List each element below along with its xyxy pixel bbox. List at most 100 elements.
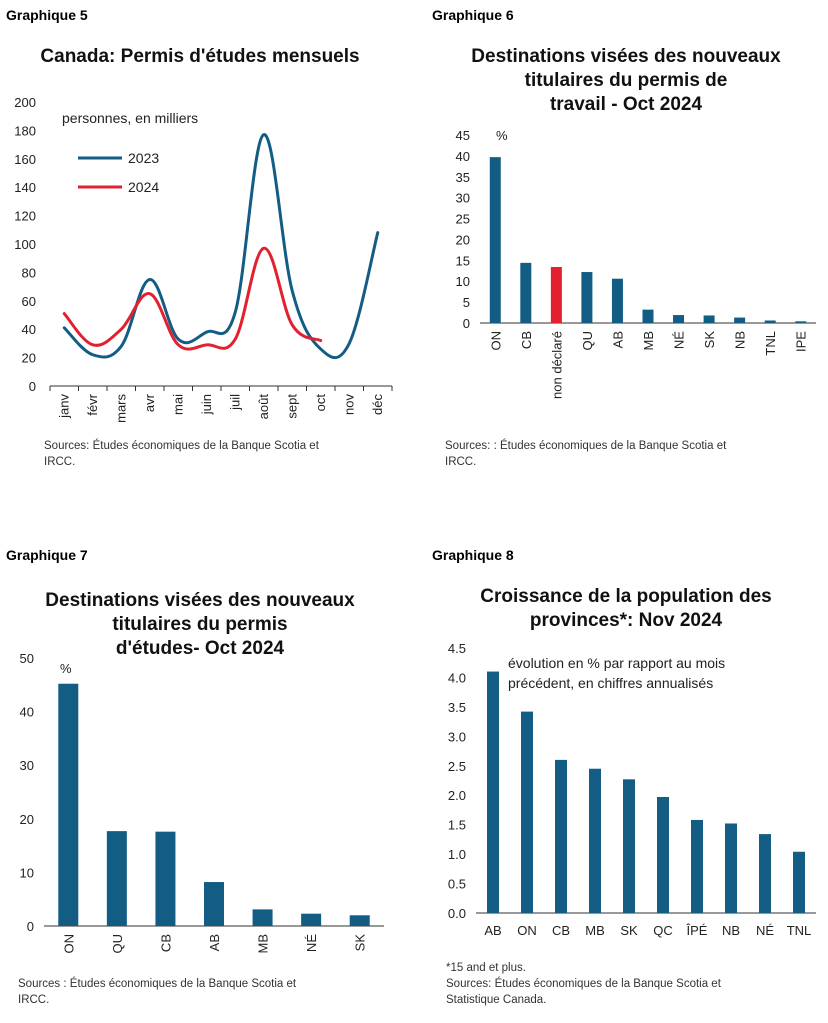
y-tick-label: 140: [14, 180, 36, 195]
y-tick-label: 45: [456, 128, 470, 143]
y-tick-label: 40: [456, 149, 470, 164]
bar-chart-g8: 0.0 0.5 1.0 1.5 2.0 2.5 3.0 3.5 4.0 4.5 AB ON CB MB SK…: [448, 641, 816, 938]
y-tick-label: 2.0: [448, 788, 466, 803]
series-line-2023: [62, 133, 380, 360]
y-tick-label: 10: [456, 274, 470, 289]
source-line: Sources: Études économiques de la Banque…: [446, 978, 721, 990]
x-tick-label: AB: [484, 923, 501, 938]
unit-note: personnes, en milliers: [62, 110, 198, 126]
x-tick-label: NB: [722, 923, 740, 938]
chart-number-g7: Graphique 7: [6, 547, 88, 563]
title-line: d'études- Oct 2024: [115, 638, 285, 659]
x-tick-label: MB: [585, 923, 605, 938]
source-note-g7: Sources : Études économiques de la Banqu…: [18, 976, 296, 1008]
bar-chart-g6: 0 5 10 15 20 25 30 35 40 45 ON CB non déclaré QU AB MB N…: [456, 128, 816, 399]
title-line: travail - Oct 2024: [549, 94, 703, 115]
y-tick-label: 60: [22, 294, 36, 309]
x-tick-label: non déclaré: [549, 331, 564, 399]
x-tick-label: NÉ: [756, 923, 774, 938]
bar-NB: [725, 823, 737, 913]
chart-number-g8: Graphique 8: [432, 547, 514, 563]
bar-AB: [487, 671, 499, 913]
y-tick-label: 20: [456, 232, 470, 247]
x-tick-label: SK: [620, 923, 638, 938]
x-tick-label: juin: [199, 394, 214, 415]
bar-chart-g7: 0 10 20 30 40 50 ON QU CB AB MB NÉ SK%: [20, 651, 384, 954]
bar-MB: [589, 768, 601, 913]
y-tick-label: 80: [22, 265, 36, 280]
bar-CB: [155, 831, 176, 926]
source-line: Statistique Canada.: [446, 994, 547, 1006]
y-tick-label: 50: [20, 651, 34, 666]
source-note-g6: Sources: : Études économiques de la Banq…: [445, 438, 726, 470]
x-tick-label: NÉ: [304, 934, 319, 952]
y-tick-label: 20: [22, 351, 36, 366]
bar-NÉ: [759, 834, 771, 913]
unit-note: précédent, en chiffres annualisés: [508, 675, 713, 691]
x-tick-label: janv: [56, 394, 71, 419]
title-line: provinces*: Nov 2024: [529, 610, 723, 631]
x-tick-label: mars: [113, 394, 128, 423]
x-tick-label: déc: [370, 394, 385, 415]
bar-CB: [520, 262, 532, 323]
source-line: IRCC.: [18, 994, 50, 1006]
y-tick-label: 1.0: [448, 847, 466, 862]
bar-MB: [642, 309, 654, 323]
bar-SK: [623, 779, 635, 913]
source-line: Sources: Études économiques de la Banque…: [44, 440, 319, 452]
chart-title-g7: Destinations visées des nouveaux titulai…: [0, 589, 400, 661]
y-tick-label: 3.5: [448, 700, 466, 715]
x-tick-label: QC: [653, 923, 673, 938]
x-tick-label: mai: [170, 394, 185, 415]
x-tick-label: sept: [284, 394, 299, 419]
y-tick-label: 160: [14, 152, 36, 167]
x-tick-label: QU: [580, 331, 595, 351]
source-line: IRCC.: [44, 456, 76, 468]
title-line: Croissance de la population des: [480, 586, 772, 607]
chart-title-g5: Canada: Permis d'études mensuels: [40, 46, 360, 67]
y-tick-label: 5: [463, 295, 470, 310]
y-tick-label: 0.0: [448, 906, 466, 921]
title-line: titulaires du permis: [112, 614, 288, 635]
x-tick-label: juil: [227, 394, 242, 411]
x-tick-label: TNL: [787, 923, 812, 938]
x-tick-label: ON: [488, 331, 503, 351]
x-tick-label: TNL: [763, 331, 778, 356]
x-tick-label: nov: [341, 394, 356, 415]
source-line: Sources : Études économiques de la Banqu…: [18, 978, 297, 990]
bar-TNL: [764, 320, 776, 323]
bar-QU: [581, 272, 593, 323]
bar-QC: [657, 796, 669, 913]
x-tick-label: NÉ: [672, 331, 687, 349]
y-tick-label: 200: [14, 95, 36, 110]
title-line: titulaires du permis de: [524, 70, 728, 91]
y-tick-label: 10: [20, 865, 34, 880]
x-tick-label: IPE: [794, 331, 809, 352]
bar-NÉ: [301, 913, 322, 926]
x-tick-label: AB: [610, 331, 625, 348]
y-tick-label: 1.5: [448, 818, 466, 833]
bar-NB: [734, 317, 746, 323]
x-tick-label: QU: [110, 934, 125, 954]
source-line: *15 and et plus.: [446, 962, 526, 974]
bar-AB: [204, 882, 224, 926]
bar-ON: [58, 683, 79, 926]
y-tick-label: 40: [20, 705, 34, 720]
chart-title-g8: Croissance de la population des province…: [430, 585, 822, 633]
y-tick-label: 30: [20, 758, 34, 773]
y-tick-label: 35: [456, 170, 470, 185]
x-tick-label: ON: [61, 934, 76, 954]
y-tick-label: 0.5: [448, 877, 466, 892]
bar-SK: [349, 915, 370, 926]
bar-ON: [489, 157, 501, 323]
y-tick-label: 0: [29, 379, 36, 394]
y-tick-label: 0: [463, 316, 470, 331]
bar-QU: [106, 831, 127, 926]
bar-SK: [703, 315, 715, 323]
source-line: IRCC.: [445, 456, 477, 468]
bar-AB: [611, 278, 623, 323]
title-line: Destinations visées des nouveaux: [45, 590, 355, 611]
source-note-g8: *15 and et plus. Sources: Études économi…: [446, 960, 721, 1008]
x-tick-label: CB: [552, 923, 570, 938]
